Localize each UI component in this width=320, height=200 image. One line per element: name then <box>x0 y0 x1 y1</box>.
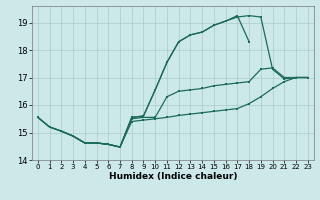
X-axis label: Humidex (Indice chaleur): Humidex (Indice chaleur) <box>108 172 237 181</box>
